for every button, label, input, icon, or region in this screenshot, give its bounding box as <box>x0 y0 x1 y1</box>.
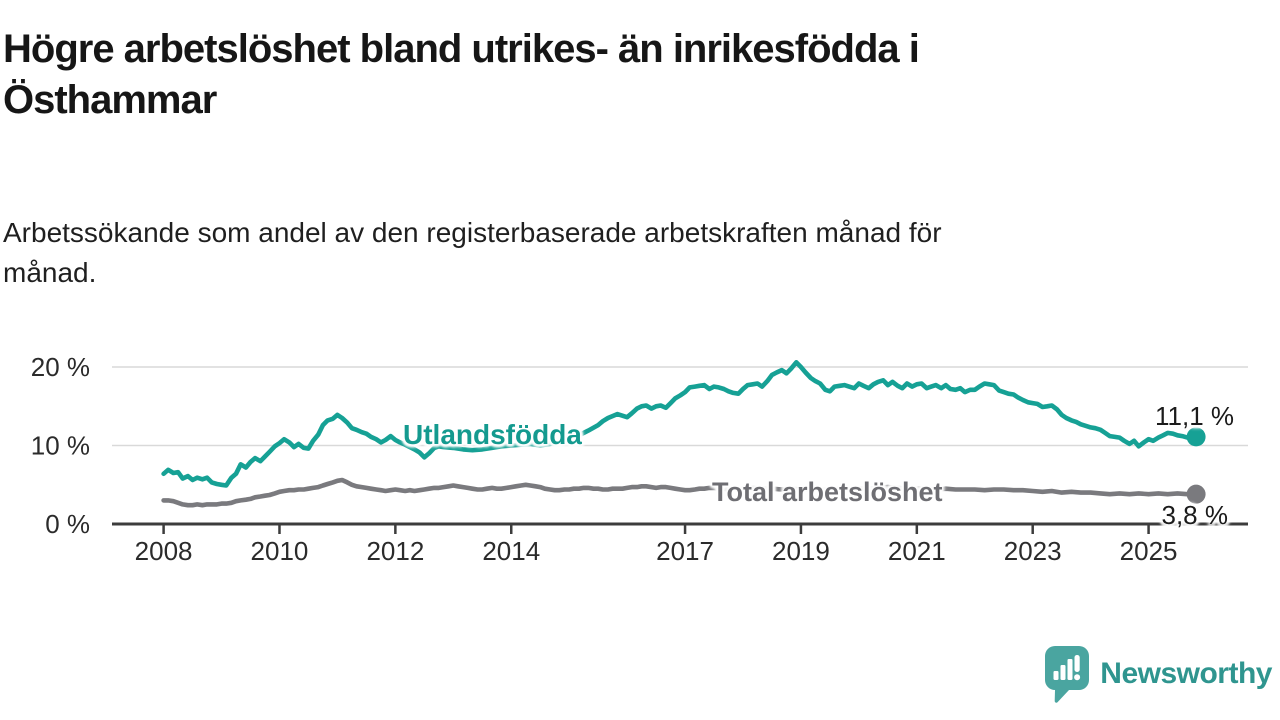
end-value-label-total: 3,8 % <box>1161 500 1229 530</box>
series-end-dot-0 <box>1186 427 1206 447</box>
x-tick-label-2021: 2021 <box>888 536 946 566</box>
series-line-0 <box>161 359 1199 488</box>
x-tick-label-2012: 2012 <box>366 536 424 566</box>
x-tick-label-2008: 2008 <box>135 536 193 566</box>
x-tick-label-2014: 2014 <box>482 536 540 566</box>
page-title: Högre arbetslöshet bland utrikes- än inr… <box>3 24 1263 126</box>
x-tick-label-2023: 2023 <box>1004 536 1062 566</box>
page-title-line1: Högre arbetslöshet bland utrikes- än inr… <box>3 27 920 71</box>
x-tick-label-2010: 2010 <box>251 536 309 566</box>
series-lines <box>161 359 1199 508</box>
x-tick-label-2019: 2019 <box>772 536 830 566</box>
gridlines <box>112 366 1248 447</box>
newsworthy-bubble-bars-icon <box>1045 646 1090 703</box>
y-tick-label-10: 10 % <box>31 431 90 461</box>
series-label-total-arbetsloshet: Total arbetslöshet <box>712 477 943 507</box>
x-tick-label-2017: 2017 <box>656 536 714 566</box>
series-line-1 <box>161 477 1199 508</box>
y-tick-label-0: 0 % <box>45 509 90 539</box>
end-dots <box>1186 427 1206 504</box>
axes: 0 % 10 % 20 % 2008 2010 2012 2014 2017 2019 2021 2… <box>31 352 1248 566</box>
newsworthy-wordmark: Newsworthy <box>1100 657 1272 690</box>
page-title-line2: Östhammar <box>3 78 217 122</box>
series-end-dot-1 <box>1186 484 1206 504</box>
y-tick-label-20: 20 % <box>31 352 90 382</box>
end-value-label-utlandsfodda: 11,1 % <box>1154 401 1234 431</box>
chart-subtitle-line2: månad. <box>3 257 97 288</box>
series-label-utlandsfodda: Utlandsfödda <box>403 419 582 450</box>
newsworthy-logo: Newsworthy <box>1043 645 1272 703</box>
chart-subtitle: Arbetssökande som andel av den registerb… <box>3 213 1203 293</box>
chart-subtitle-line1: Arbetssökande som andel av den registerb… <box>3 217 942 248</box>
x-tick-label-2025: 2025 <box>1120 536 1178 566</box>
